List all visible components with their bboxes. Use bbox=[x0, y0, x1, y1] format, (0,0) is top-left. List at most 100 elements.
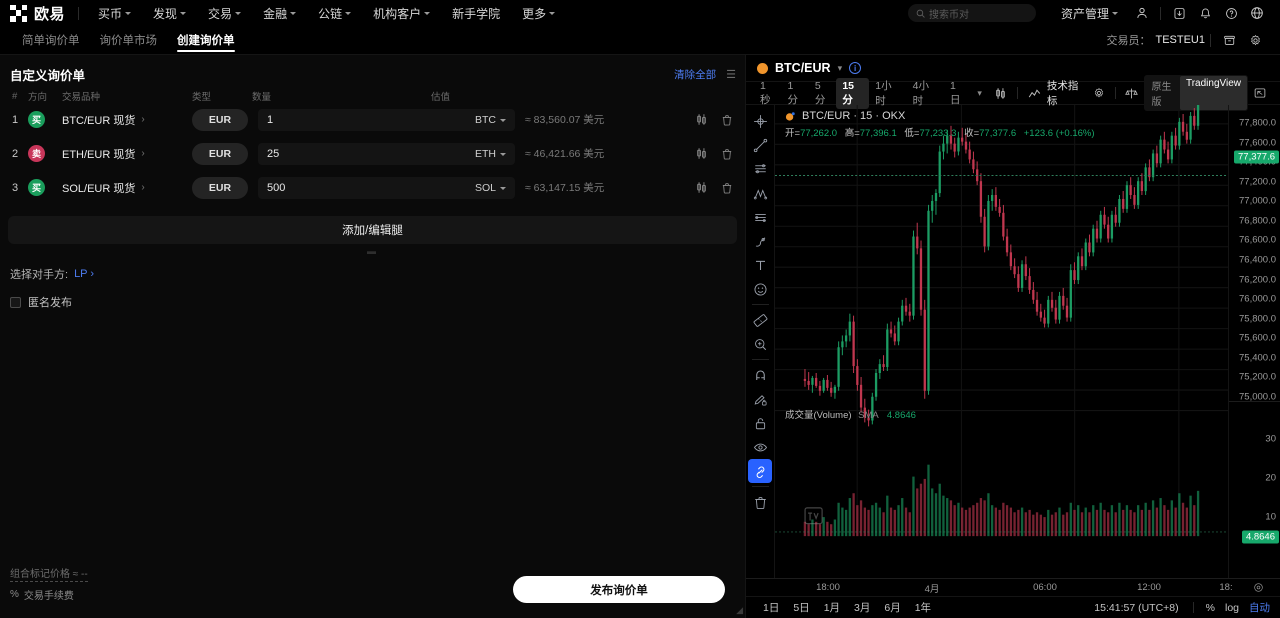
user-account-button[interactable] bbox=[1129, 0, 1155, 26]
view-mode-native[interactable]: 原生版 bbox=[1151, 82, 1172, 108]
chart-icon[interactable] bbox=[695, 147, 708, 160]
leg-symbol-selector[interactable]: SOL/EUR 现货 › bbox=[62, 180, 192, 196]
indicators-label[interactable]: 技术指标 bbox=[1046, 80, 1079, 107]
resize-handle[interactable]: ◢ bbox=[736, 605, 743, 615]
chart-icon[interactable] bbox=[695, 113, 708, 126]
percent-scale-toggle[interactable]: % bbox=[1205, 601, 1215, 614]
plot-area[interactable]: BTC/EUR · 15 · OKX 开=77,262.0 高=77,396.1… bbox=[775, 105, 1228, 578]
nav-item-chain[interactable]: 公链 bbox=[307, 0, 362, 26]
tab-rfq-market[interactable]: 询价单市场 bbox=[90, 26, 168, 55]
tab-simple-rfq[interactable]: 简单询价单 bbox=[12, 26, 90, 55]
type-pill[interactable]: EUR bbox=[192, 142, 248, 165]
leg-type[interactable]: EUR bbox=[192, 176, 252, 199]
leg-type[interactable]: EUR bbox=[192, 142, 252, 165]
fullscreen-button[interactable] bbox=[1248, 87, 1272, 99]
fib-retracement-tool[interactable] bbox=[748, 205, 772, 229]
timeframe-5m[interactable]: 5分 bbox=[814, 79, 826, 106]
pattern-tool[interactable] bbox=[748, 181, 772, 205]
table-row[interactable]: 2 卖 ETH/EUR 现货 › EUR 25 ETH ≈ bbox=[8, 139, 737, 168]
type-pill[interactable]: EUR bbox=[192, 176, 248, 199]
timeframe-1m[interactable]: 1分 bbox=[787, 79, 798, 106]
assets-menu[interactable]: 资产管理 bbox=[1050, 0, 1129, 26]
range-1mo[interactable]: 1月 bbox=[823, 602, 841, 614]
stay-drawing-mode-tool[interactable] bbox=[748, 387, 772, 411]
hide-drawings-tool[interactable] bbox=[748, 435, 772, 459]
history-button[interactable] bbox=[1216, 27, 1242, 53]
tab-create-rfq[interactable]: 创建询价单 bbox=[167, 26, 245, 55]
quantity-input[interactable]: 1 BTC bbox=[258, 108, 515, 131]
range-3mo[interactable]: 3月 bbox=[854, 602, 871, 614]
leg-direction[interactable]: 买 bbox=[28, 111, 62, 128]
auto-scale-toggle[interactable]: 自动 bbox=[1249, 602, 1270, 614]
nav-item-finance[interactable]: 金融 bbox=[252, 0, 307, 26]
timeframe-4h[interactable]: 4小时 bbox=[912, 80, 929, 107]
range-1d[interactable]: 1日 bbox=[763, 602, 780, 614]
info-icon[interactable]: i bbox=[849, 62, 862, 74]
settings-button[interactable] bbox=[1242, 27, 1268, 53]
nav-item-academy[interactable]: 新手学院 bbox=[441, 0, 511, 26]
range-1y[interactable]: 1年 bbox=[914, 602, 932, 614]
zoom-tool[interactable] bbox=[748, 332, 772, 356]
nav-item-more[interactable]: 更多 bbox=[511, 0, 566, 26]
crosshair-tool[interactable] bbox=[748, 109, 772, 133]
timeframe-1d[interactable]: 1日 bbox=[949, 79, 961, 106]
timeframe-1s[interactable]: 1秒 bbox=[760, 79, 771, 106]
clear-all-button[interactable]: 清除全部 bbox=[674, 68, 717, 81]
delete-leg-button[interactable] bbox=[721, 182, 733, 194]
quantity-unit-selector[interactable]: SOL bbox=[475, 182, 506, 194]
range-5d[interactable]: 5日 bbox=[793, 602, 810, 614]
magnet-tool[interactable] bbox=[748, 363, 772, 387]
chevron-down-icon[interactable]: ▾ bbox=[837, 62, 843, 73]
measure-tool[interactable] bbox=[748, 308, 772, 332]
time-axis[interactable]: 18:00 4月 06:00 12:00 18: bbox=[746, 578, 1280, 596]
type-pill[interactable]: EUR bbox=[192, 108, 248, 131]
sync-drawings-tool[interactable] bbox=[748, 459, 772, 483]
quantity-input[interactable]: 500 SOL bbox=[258, 176, 515, 199]
time-axis-settings-icon[interactable] bbox=[1253, 582, 1264, 593]
drag-handle[interactable]: ▬ bbox=[367, 246, 378, 256]
submit-rfq-button[interactable]: 发布询价单 bbox=[513, 576, 725, 603]
view-mode-tradingview[interactable]: TradingView bbox=[1179, 76, 1247, 110]
horizontal-lines-tool[interactable] bbox=[748, 157, 772, 181]
nav-item-discover[interactable]: 发现 bbox=[142, 0, 197, 26]
table-row[interactable]: 1 买 BTC/EUR 现货 › EUR 1 BTC ≈ 8 bbox=[8, 105, 737, 134]
text-tool[interactable] bbox=[748, 253, 772, 277]
brand-logo[interactable]: 欧易 bbox=[10, 3, 76, 24]
trend-line-tool[interactable] bbox=[748, 133, 772, 157]
chart-settings-button[interactable] bbox=[1087, 87, 1111, 99]
quantity-input[interactable]: 25 ETH bbox=[258, 142, 515, 165]
delete-leg-button[interactable] bbox=[721, 148, 733, 160]
leg-direction[interactable]: 买 bbox=[28, 179, 62, 196]
chart-icon[interactable] bbox=[695, 181, 708, 194]
lock-drawings-tool[interactable] bbox=[748, 411, 772, 435]
timeframe-15m[interactable]: 15分 bbox=[836, 77, 870, 109]
delete-leg-button[interactable] bbox=[721, 114, 733, 126]
notifications-button[interactable] bbox=[1192, 0, 1218, 26]
leg-symbol-selector[interactable]: BTC/EUR 现货 › bbox=[62, 112, 192, 128]
search-input[interactable]: 搜索币对 bbox=[907, 4, 1036, 22]
leg-type[interactable]: EUR bbox=[192, 108, 252, 131]
range-6mo[interactable]: 6月 bbox=[884, 602, 901, 614]
leg-symbol-selector[interactable]: ETH/EUR 现货 › bbox=[62, 146, 192, 162]
add-edit-leg-button[interactable]: 添加/编辑腿 bbox=[8, 216, 737, 244]
quantity-unit-selector[interactable]: BTC bbox=[475, 114, 506, 126]
nav-item-institutional[interactable]: 机构客户 bbox=[362, 0, 441, 26]
anonymous-checkbox[interactable] bbox=[10, 296, 21, 308]
chevron-down-icon[interactable]: ▾ bbox=[977, 87, 982, 98]
timeframe-1h[interactable]: 1小时 bbox=[875, 80, 892, 107]
nav-item-trade[interactable]: 交易 bbox=[197, 0, 252, 26]
emoji-tool[interactable] bbox=[748, 277, 772, 301]
chart-type-button[interactable] bbox=[988, 87, 1013, 100]
compare-button[interactable] bbox=[1119, 87, 1144, 100]
table-row[interactable]: 3 买 SOL/EUR 现货 › EUR 500 SOL ≈ bbox=[8, 173, 737, 202]
help-button[interactable] bbox=[1218, 0, 1244, 26]
language-button[interactable] bbox=[1244, 0, 1270, 26]
quantity-unit-selector[interactable]: ETH bbox=[475, 148, 506, 160]
log-scale-toggle[interactable]: log bbox=[1224, 601, 1239, 614]
nav-item-buy[interactable]: 买币 bbox=[87, 0, 142, 26]
brush-tool[interactable] bbox=[748, 229, 772, 253]
leg-direction[interactable]: 卖 bbox=[28, 145, 62, 162]
remove-drawings-tool[interactable] bbox=[748, 490, 772, 514]
indicators-button[interactable] bbox=[1022, 87, 1047, 100]
panel-menu-icon[interactable]: ☰ bbox=[726, 68, 736, 81]
